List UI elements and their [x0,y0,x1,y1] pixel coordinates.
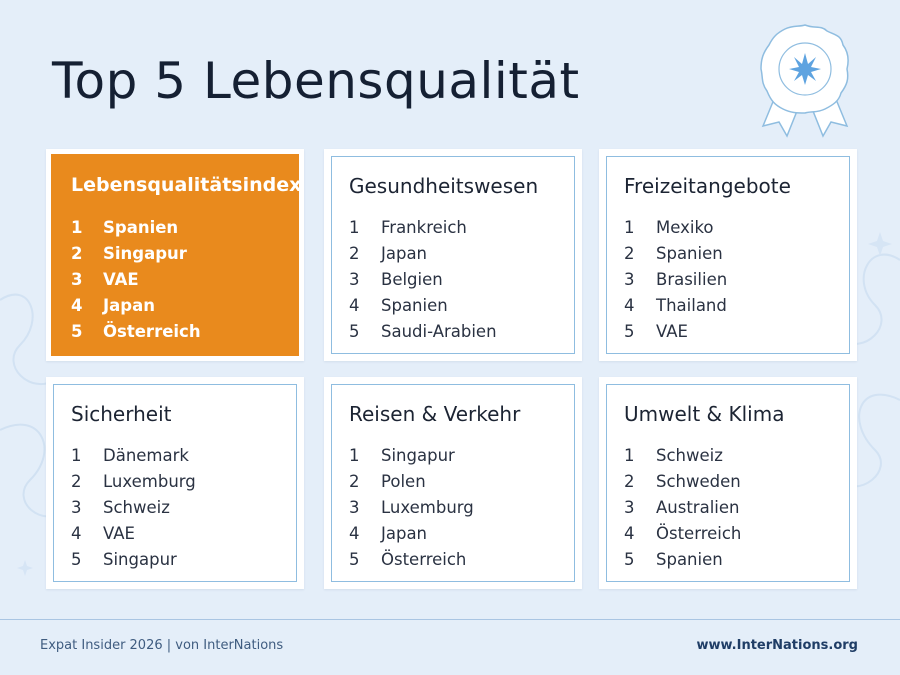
category-card-umwelt-klima: Umwelt & Klima 1 Schweiz 2 Schweden 3 Austr… [599,377,857,589]
category-card-reisen-verkehr: Reisen & Verkehr 1 Singapur 2 Polen 3 Luxem… [324,377,582,589]
list-item: 5 Österreich [349,549,467,569]
card-title: Umwelt & Klima [624,402,785,426]
card-title: Sicherheit [71,402,172,426]
footer-source: Expat Insider 2026 | von InterNations [40,638,284,653]
ranking-list: 1 Frankreich 2 Japan 3 Belgien 4 Spanien 5 Sa… [349,214,497,344]
list-item: 5 VAE [624,321,688,341]
list-item: 4 Spanien [349,295,448,315]
category-card-sicherheit: Sicherheit 1 Dänemark 2 Luxemburg 3 Schweiz… [46,377,304,589]
list-item: 1 Frankreich [349,217,467,237]
list-item: 4 Thailand [624,295,727,315]
category-card-lebensqualitaetsindex: Lebensqualitätsindex 1 Spanien 2 Singapur … [46,149,304,361]
list-item: 3 Belgien [349,269,443,289]
list-item: 1 Schweiz [624,445,723,465]
list-item: 5 Singapur [71,549,177,569]
category-card-gesundheitswesen: Gesundheitswesen 1 Frankreich 2 Japan 3 Bel… [324,149,582,361]
list-item: 5 Saudi-Arabien [349,321,497,341]
list-item: 3 Australien [624,497,740,517]
list-item: 3 VAE [71,269,139,289]
list-item: 1 Mexiko [624,217,714,237]
list-item: 2 Japan [349,243,428,263]
list-item: 4 VAE [71,523,135,543]
card-title: Freizeitangebote [624,174,791,198]
category-card-freizeitangebote: Freizeitangebote 1 Mexiko 2 Spanien 3 Brasi… [599,149,857,361]
list-item: 2 Singapur [71,243,187,263]
list-item: 3 Brasilien [624,269,728,289]
list-item: 4 Japan [349,523,428,543]
list-item: 5 Österreich [71,321,201,341]
list-item: 4 Japan [71,295,155,315]
list-item: 2 Schweden [624,471,741,491]
rosette-award-icon [760,24,849,138]
card-title: Gesundheitswesen [349,174,539,198]
list-item: 5 Spanien [624,549,723,569]
list-item: 3 Schweiz [71,497,170,517]
card-title: Reisen & Verkehr [349,402,521,426]
list-item: 3 Luxemburg [349,497,474,517]
footer-url-link[interactable]: www.InterNations.org [696,638,858,653]
card-title: Lebensqualitätsindex [71,174,302,196]
list-item: 2 Luxemburg [71,471,196,491]
list-item: 1 Singapur [349,445,455,465]
list-item: 2 Polen [349,471,426,491]
footer-divider [0,619,900,620]
ranking-list: 1 Dänemark 2 Luxemburg 3 Schweiz 4 VAE 5 Sing… [71,442,196,572]
list-item: 4 Österreich [624,523,742,543]
ranking-list: 1 Singapur 2 Polen 3 Luxemburg 4 Japan 5 Öste… [349,442,474,572]
list-item: 1 Spanien [71,217,179,237]
list-item: 1 Dänemark [71,445,189,465]
ranking-list: 1 Schweiz 2 Schweden 3 Australien 4 Österrei… [624,442,741,572]
list-item: 2 Spanien [624,243,723,263]
ranking-list: 1 Spanien 2 Singapur 3 VAE 4 Japan 5 Österrei… [71,214,201,344]
page-title: Top 5 Lebensqualität [52,52,580,110]
